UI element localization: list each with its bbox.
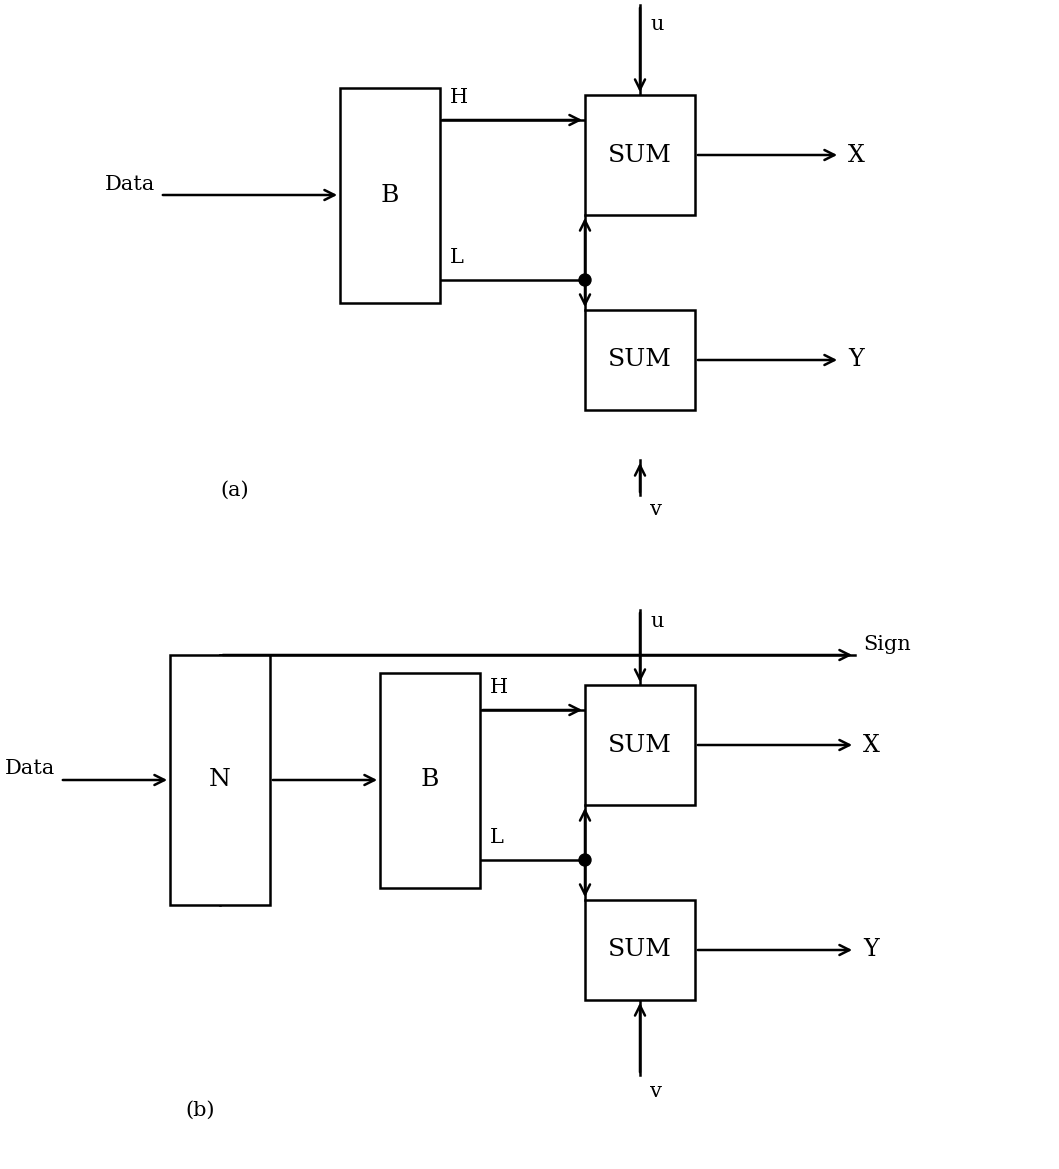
Text: X: X [848,144,865,166]
Bar [585,95,695,215]
Circle shape [579,855,591,866]
Bar [170,655,270,905]
Text: Y: Y [848,348,864,372]
Text: B: B [420,768,439,791]
Text: Data: Data [105,175,155,194]
Text: N: N [209,768,231,791]
Text: Sign: Sign [863,636,911,655]
Text: H: H [490,678,508,697]
Text: L: L [450,248,464,267]
Text: B: B [381,184,399,207]
Text: H: H [450,88,468,108]
Text: v: v [650,500,662,519]
Bar [585,310,695,410]
Text: v: v [650,1082,662,1101]
Text: SUM: SUM [608,733,672,756]
Bar [340,88,439,303]
Text: (a): (a) [220,480,249,499]
Text: u: u [650,613,663,631]
Bar [585,900,695,999]
Circle shape [579,274,591,286]
Text: SUM: SUM [608,144,672,166]
Text: SUM: SUM [608,348,672,372]
Text: SUM: SUM [608,939,672,961]
Text: (b): (b) [185,1100,215,1120]
Bar [585,685,695,805]
Text: Y: Y [863,939,879,961]
Text: u: u [650,15,663,34]
Text: Data: Data [4,759,55,777]
Text: L: L [490,828,504,848]
Bar [380,672,480,887]
Text: X: X [863,733,880,756]
